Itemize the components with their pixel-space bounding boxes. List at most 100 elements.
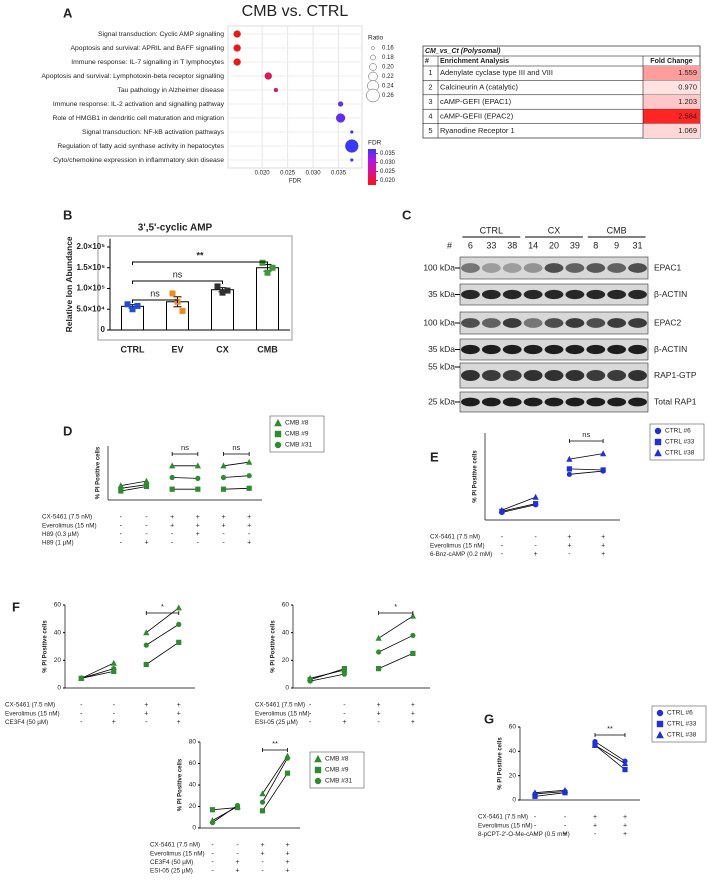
plot-frame bbox=[227, 25, 363, 169]
blot-band bbox=[481, 344, 501, 355]
marker bbox=[143, 629, 150, 636]
pair-line bbox=[81, 662, 114, 679]
y-tick-label: 20 bbox=[282, 657, 290, 664]
significance-label: ns bbox=[181, 443, 189, 452]
treatment-sign: + bbox=[170, 522, 174, 529]
y-tick-label: Apoptosis and survival: APRIL and BAFF s… bbox=[70, 45, 224, 52]
marker bbox=[566, 455, 573, 462]
legend-label: CTRL #33 bbox=[665, 439, 695, 446]
y-tick-label: 20 bbox=[54, 657, 62, 664]
protein-label: EPAC1 bbox=[654, 262, 682, 272]
pair-line bbox=[594, 744, 626, 764]
blot-band bbox=[481, 397, 501, 407]
pair-line bbox=[146, 624, 179, 646]
treatment-sign: - bbox=[501, 551, 504, 558]
marker bbox=[179, 307, 186, 314]
treatment-sign: - bbox=[120, 531, 123, 538]
treatment-sign: + bbox=[144, 702, 148, 709]
treatment-sign: - bbox=[568, 551, 571, 558]
treatment-sign: - bbox=[501, 542, 504, 549]
table-cell: 4 bbox=[428, 111, 432, 120]
blot-band bbox=[607, 397, 627, 407]
legend-size bbox=[370, 54, 376, 61]
treatment-sign: + bbox=[534, 551, 538, 558]
legend-label: 0.18 bbox=[382, 55, 394, 61]
blot-band bbox=[628, 289, 647, 300]
table-cell: 5 bbox=[428, 126, 432, 135]
treatment-sign: - bbox=[261, 868, 264, 875]
pair-line bbox=[212, 806, 238, 821]
y-tick-label: Immune response: IL-2 activation and sig… bbox=[53, 101, 225, 108]
treatment-sign: - bbox=[211, 850, 214, 857]
x-tick-label: 0.030 bbox=[306, 171, 322, 177]
treatment-label: CE3F4 (50 µM) bbox=[5, 719, 48, 726]
marker bbox=[176, 639, 182, 645]
marker bbox=[341, 671, 347, 677]
marker bbox=[621, 760, 629, 767]
treatment-sign: + bbox=[623, 814, 627, 821]
marker bbox=[656, 730, 664, 739]
lane-label: 38 bbox=[507, 240, 517, 250]
y-tick-label: 0 bbox=[192, 825, 196, 832]
blot-band bbox=[586, 397, 606, 407]
treatment-label: Everolimus (15 nM) bbox=[150, 850, 205, 857]
y-tick-label: Immune response: IL-7 signalling in T ly… bbox=[71, 59, 224, 66]
treatment-sign: - bbox=[261, 859, 264, 866]
table-cell: 1.069 bbox=[678, 126, 697, 135]
blot-band bbox=[565, 397, 585, 407]
treatment-sign: - bbox=[534, 822, 537, 829]
table-header: Fold Change bbox=[650, 58, 692, 65]
panel-letter: F bbox=[12, 599, 20, 614]
marker bbox=[600, 450, 607, 457]
blot-band bbox=[461, 318, 480, 328]
marker bbox=[622, 766, 628, 773]
blot-band bbox=[628, 263, 647, 273]
protein-label: β-ACTIN bbox=[654, 344, 687, 354]
treatment-label: Everolimus (15 nM) bbox=[478, 822, 533, 829]
treatment-sign: + bbox=[285, 868, 289, 875]
blot-band bbox=[544, 318, 564, 328]
blot-band bbox=[607, 263, 627, 273]
treatment-sign: - bbox=[564, 814, 567, 821]
y-tick-label: Regulation of fatty acid synthase activi… bbox=[57, 143, 224, 150]
pair-line bbox=[262, 755, 288, 794]
fold-change-cell bbox=[643, 109, 700, 124]
pair-line bbox=[120, 486, 147, 492]
table-cell: cAMP-GEFII (EPAC2) bbox=[440, 111, 514, 120]
y-tick-label: 60 bbox=[509, 724, 517, 731]
treatment-sign: + bbox=[411, 719, 415, 726]
marker bbox=[498, 506, 505, 513]
y-tick-label: Cyto/chemokine expression in inflammator… bbox=[53, 157, 224, 164]
blot-band bbox=[461, 370, 480, 381]
table-header: Enrichment Analysis bbox=[440, 58, 509, 65]
bubble bbox=[350, 158, 354, 162]
y-tick-label: 20 bbox=[509, 772, 517, 779]
marker bbox=[246, 458, 253, 465]
lane-label: 31 bbox=[633, 240, 643, 250]
treatment-sign: - bbox=[248, 531, 251, 538]
legend-label: 0.20 bbox=[382, 65, 394, 71]
marker bbox=[532, 793, 538, 799]
marker bbox=[194, 462, 201, 469]
treatment-sign: - bbox=[120, 540, 123, 547]
significance-bracket bbox=[594, 733, 626, 737]
marker bbox=[274, 441, 282, 449]
marker bbox=[533, 501, 539, 507]
treatment-label: 8-pCPT-2'-O-Me-cAMP (0.5 mM) bbox=[478, 831, 570, 838]
marker bbox=[375, 634, 382, 641]
treatment-sign: - bbox=[534, 534, 537, 541]
bubble bbox=[345, 139, 359, 153]
treatment-sign: + bbox=[144, 710, 148, 717]
treatment-sign: - bbox=[309, 702, 312, 709]
lane-label: 9 bbox=[614, 240, 619, 250]
table-cell: Ryanodine Receptor 1 bbox=[440, 126, 515, 135]
treatment-sign: - bbox=[222, 540, 225, 547]
treatment-sign: - bbox=[236, 850, 239, 857]
y-tick-label: Role of HMGB1 in dendritic cell maturati… bbox=[52, 115, 224, 122]
bubble bbox=[337, 101, 344, 107]
marker bbox=[600, 467, 606, 473]
significance-bracket bbox=[378, 611, 414, 615]
bubble bbox=[335, 113, 346, 123]
bubble bbox=[350, 130, 354, 134]
blot-band bbox=[565, 263, 585, 273]
